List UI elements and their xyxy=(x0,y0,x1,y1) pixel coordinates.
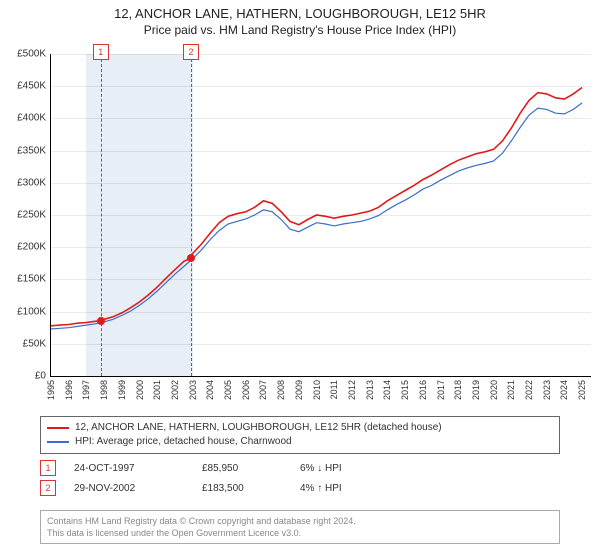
x-tick-label: 2008 xyxy=(276,380,286,400)
x-tick-label: 2001 xyxy=(152,380,162,400)
series-line xyxy=(51,88,582,326)
x-tick-label: 2013 xyxy=(365,380,375,400)
transaction-row: 1 24-OCT-1997 £85,950 6% ↓ HPI xyxy=(40,458,560,478)
transaction-marker: 1 xyxy=(93,44,109,60)
y-tick-label: £200K xyxy=(0,242,46,253)
x-tick-label: 1997 xyxy=(81,380,91,400)
x-tick-label: 2012 xyxy=(347,380,357,400)
y-gridline xyxy=(51,86,591,87)
x-tick-label: 2020 xyxy=(489,380,499,400)
x-tick-label: 2007 xyxy=(258,380,268,400)
y-tick-label: £100K xyxy=(0,306,46,317)
y-tick-label: £500K xyxy=(0,49,46,60)
chart-area: 1995199619971998199920002001200220032004… xyxy=(50,54,590,376)
x-tick-label: 1998 xyxy=(99,380,109,400)
transaction-marker: 2 xyxy=(183,44,199,60)
x-tick-label: 1996 xyxy=(64,380,74,400)
transaction-vline xyxy=(191,54,192,376)
x-tick-label: 2015 xyxy=(400,380,410,400)
x-tick-label: 2021 xyxy=(506,380,516,400)
legend-label: 12, ANCHOR LANE, HATHERN, LOUGHBOROUGH, … xyxy=(75,421,442,435)
y-tick-label: £300K xyxy=(0,177,46,188)
y-tick-label: £400K xyxy=(0,113,46,124)
title-main: 12, ANCHOR LANE, HATHERN, LOUGHBOROUGH, … xyxy=(0,6,600,21)
y-gridline xyxy=(51,279,591,280)
transaction-vline xyxy=(101,54,102,376)
y-gridline xyxy=(51,344,591,345)
transaction-price: £85,950 xyxy=(202,463,282,474)
plot: 1995199619971998199920002001200220032004… xyxy=(50,54,591,377)
y-gridline xyxy=(51,183,591,184)
x-tick-label: 2022 xyxy=(524,380,534,400)
y-gridline xyxy=(51,54,591,55)
footer-line1: Contains HM Land Registry data © Crown c… xyxy=(47,515,553,527)
x-tick-label: 2016 xyxy=(418,380,428,400)
transaction-delta: 4% ↑ HPI xyxy=(300,483,342,494)
y-tick-label: £150K xyxy=(0,274,46,285)
legend-swatch xyxy=(47,441,69,443)
x-tick-label: 2014 xyxy=(382,380,392,400)
transaction-row: 2 29-NOV-2002 £183,500 4% ↑ HPI xyxy=(40,478,560,498)
x-tick-label: 2006 xyxy=(241,380,251,400)
x-tick-label: 2002 xyxy=(170,380,180,400)
y-gridline xyxy=(51,247,591,248)
transaction-index-box: 2 xyxy=(40,480,56,496)
footer-line2: This data is licensed under the Open Gov… xyxy=(47,527,553,539)
transaction-date: 29-NOV-2002 xyxy=(74,483,184,494)
legend: 12, ANCHOR LANE, HATHERN, LOUGHBOROUGH, … xyxy=(40,416,560,454)
x-tick-label: 1999 xyxy=(117,380,127,400)
y-tick-label: £350K xyxy=(0,145,46,156)
x-tick-label: 2024 xyxy=(559,380,569,400)
x-tick-label: 2017 xyxy=(436,380,446,400)
x-tick-label: 2004 xyxy=(205,380,215,400)
x-tick-label: 2010 xyxy=(312,380,322,400)
y-gridline xyxy=(51,215,591,216)
y-gridline xyxy=(51,151,591,152)
title-sub: Price paid vs. HM Land Registry's House … xyxy=(0,23,600,37)
y-gridline xyxy=(51,312,591,313)
y-tick-label: £0 xyxy=(0,371,46,382)
x-tick-label: 2018 xyxy=(453,380,463,400)
x-tick-label: 2023 xyxy=(542,380,552,400)
transaction-delta: 6% ↓ HPI xyxy=(300,463,342,474)
x-tick-label: 2009 xyxy=(294,380,304,400)
x-tick-label: 2003 xyxy=(188,380,198,400)
legend-swatch xyxy=(47,427,69,429)
y-gridline xyxy=(51,118,591,119)
y-tick-label: £50K xyxy=(0,338,46,349)
transaction-point xyxy=(187,254,195,262)
footer: Contains HM Land Registry data © Crown c… xyxy=(40,510,560,544)
x-tick-label: 1995 xyxy=(46,380,56,400)
transaction-point xyxy=(97,317,105,325)
legend-label: HPI: Average price, detached house, Char… xyxy=(75,435,292,449)
x-tick-label: 2005 xyxy=(223,380,233,400)
x-tick-label: 2000 xyxy=(135,380,145,400)
transaction-price: £183,500 xyxy=(202,483,282,494)
legend-row: 12, ANCHOR LANE, HATHERN, LOUGHBOROUGH, … xyxy=(47,421,553,435)
transaction-date: 24-OCT-1997 xyxy=(74,463,184,474)
x-tick-label: 2025 xyxy=(577,380,587,400)
x-tick-label: 2019 xyxy=(471,380,481,400)
x-tick-label: 2011 xyxy=(329,380,339,399)
legend-row: HPI: Average price, detached house, Char… xyxy=(47,435,553,449)
y-tick-label: £450K xyxy=(0,81,46,92)
y-tick-label: £250K xyxy=(0,210,46,221)
transactions: 1 24-OCT-1997 £85,950 6% ↓ HPI 2 29-NOV-2002 £… xyxy=(40,458,560,498)
transaction-index-box: 1 xyxy=(40,460,56,476)
